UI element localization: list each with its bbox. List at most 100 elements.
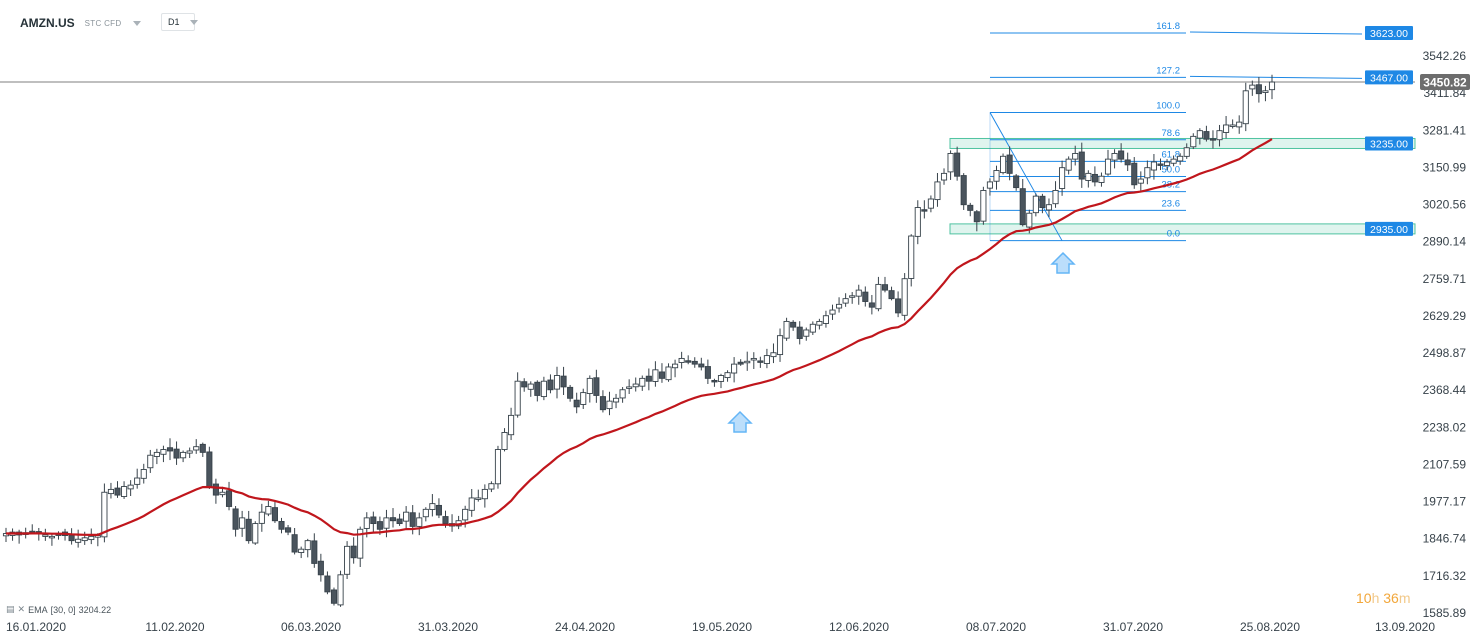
candle-body [540,380,547,398]
candle-body [285,527,292,533]
candle-body [626,386,633,389]
y-tick-label: 2890.14 [1423,235,1467,249]
candle-body [849,295,856,298]
chevron-down-icon [189,19,198,25]
candle-body [704,366,711,379]
candle-body [711,380,718,383]
candle-body [1019,188,1026,226]
fib-level-label: 0.0 [1167,229,1180,240]
timer-hours: 10 [1356,590,1372,606]
candle-body [744,360,751,364]
close-icon[interactable]: ✕ [17,604,26,614]
current-price-tag-box [1420,74,1470,91]
candle-body [363,517,370,529]
candle-body [344,545,351,575]
candle-body [836,303,843,309]
candle-body [396,518,403,525]
candle-body [1026,212,1033,228]
indicator-legend: ▤ ✕ EMA [30, 0] 3204.22 [6,604,111,615]
candle-body [1157,163,1164,166]
candle-body [68,534,75,542]
x-tick-label: 25.08.2020 [1240,620,1300,634]
price-tags: 3623.00 3467.00 3235.00 2935.00 3450.82 [1365,26,1470,236]
candle-body [658,371,666,379]
candle-body [973,211,980,223]
candle-body [1255,84,1262,95]
support-resistance-zones[interactable] [949,137,1416,235]
candle-body [527,383,534,390]
ema-series [5,138,1273,536]
timer-hours-unit: h [1371,590,1380,606]
indicator-params: [30, 0] [50,604,76,615]
x-tick-label: 12.06.2020 [829,620,889,634]
candle-body [665,366,672,381]
timeframe-value: D1 [168,17,180,27]
symbol-label[interactable]: AMZN.US [20,16,75,30]
fib-extension-ray [1189,31,1363,35]
candle-body [914,207,921,237]
candle-body [822,315,829,324]
candle-body [337,574,344,606]
candle-body [1144,167,1151,179]
candle-body [481,488,488,500]
candle-body [140,469,147,479]
candle-body [816,320,823,326]
price-zone [949,223,1416,235]
candle-body [330,589,338,604]
candle-body [324,575,331,593]
candle-body [442,516,449,525]
candle-body [986,181,993,189]
candle-body [494,449,502,485]
candle-body [763,355,770,364]
y-tick-label: 1846.74 [1423,532,1467,546]
candle-body [1118,150,1125,160]
candle-body [1216,130,1223,141]
candle-body [160,449,167,455]
timeframe-select[interactable]: D1 [161,13,198,31]
candle-body [1111,152,1118,161]
candle-body [940,172,948,181]
candle-body [698,363,705,368]
candle-body [612,397,620,403]
candle-countdown: 10h 36m [1356,590,1411,606]
candle-body [1249,84,1256,90]
candle-body [954,152,961,177]
y-tick-label: 2498.87 [1423,346,1467,360]
candle-body [580,392,587,405]
x-axis: 16.01.2020 11.02.2020 06.03.2020 31.03.2020… [6,620,1435,634]
y-tick-label: 2629.29 [1423,309,1467,323]
candle-body [803,329,810,337]
candle-body [1131,162,1138,186]
candle-body [737,361,744,365]
candle-body [88,535,95,541]
candle-body [1137,178,1144,184]
chevron-down-icon[interactable] [133,20,142,26]
candle-body [862,291,869,302]
candle-body [114,487,121,496]
candle-body [1085,172,1092,181]
candle-body [180,451,187,459]
candle-body [573,399,580,408]
y-tick-label: 2759.71 [1423,272,1467,286]
candle-body [947,152,954,173]
candle-body [147,454,154,469]
candle-body [888,290,895,300]
fib-extension-ray [1189,75,1363,79]
candle-body [639,377,646,387]
candle-body [193,446,200,451]
candle-body [435,504,442,516]
candle-body [1013,175,1020,189]
candle-body [908,235,915,279]
candle-body [855,289,862,297]
candle-body [462,508,469,521]
candle-body [2,533,10,537]
indicator-list-icon[interactable]: ▤ [6,604,15,614]
candle-body [534,381,541,396]
candle-body [166,447,174,452]
candle-body [599,396,606,411]
price-tag-label: 3623.00 [1370,28,1408,40]
candle-body [1091,173,1098,183]
candle-body [416,517,423,527]
